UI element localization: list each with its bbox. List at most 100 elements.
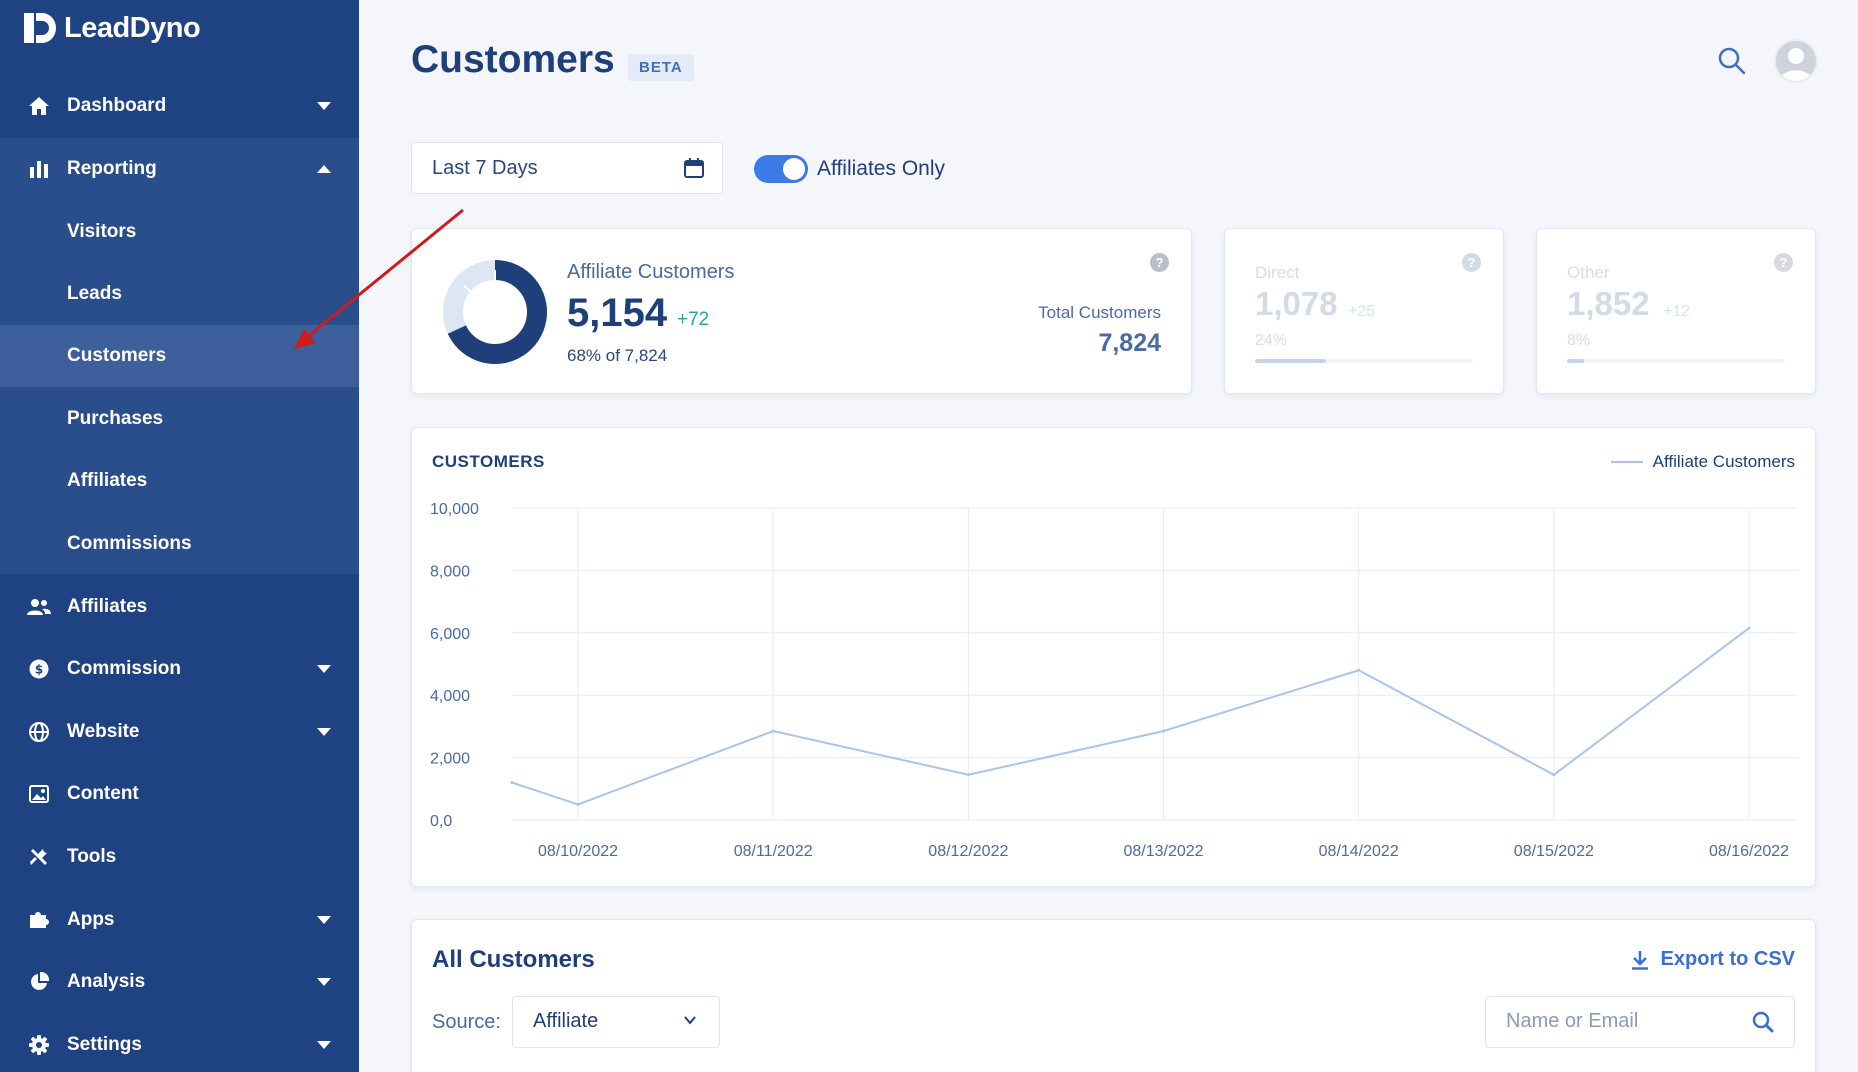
image-icon: [27, 782, 51, 806]
calendar-icon: [684, 158, 704, 178]
direct-progress-track: [1255, 359, 1473, 363]
sidebar-item-apps[interactable]: Apps: [0, 889, 359, 951]
data-point: [1357, 668, 1361, 672]
beta-badge: BETA: [628, 54, 694, 81]
x-tick-label: 08/11/2022: [734, 843, 813, 860]
sidebar-item-customers[interactable]: Customers: [0, 325, 359, 387]
chevron-down-icon: [317, 916, 331, 924]
sidebar-item-commissions[interactable]: Commissions: [67, 533, 192, 554]
other-delta: +12: [1663, 303, 1691, 320]
sidebar-item-website[interactable]: Website: [0, 701, 359, 763]
affiliate-customers-card: Affiliate Customers 5,154 +72 68% of 7,8…: [411, 228, 1192, 394]
sidebar-item-reporting[interactable]: Reporting: [0, 138, 359, 200]
bar-chart-icon: [27, 157, 51, 181]
y-tick-label: 2,000: [430, 751, 470, 768]
data-point: [510, 781, 514, 785]
sidebar-item-commission[interactable]: $ Commission: [0, 638, 359, 700]
home-icon: [27, 94, 51, 118]
sidebar-item-tools[interactable]: Tools: [0, 826, 359, 888]
dollar-icon: $: [27, 657, 51, 681]
sidebar: LeadDyno Dashboard Reporting Visitors Le…: [0, 0, 359, 1072]
x-tick-label: 08/16/2022: [1709, 843, 1789, 860]
avatar[interactable]: [1774, 39, 1818, 83]
legend-label: Affiliate Customers: [1652, 452, 1795, 471]
sidebar-item-analysis[interactable]: Analysis: [0, 951, 359, 1013]
sidebar-item-dashboard[interactable]: Dashboard: [0, 75, 359, 137]
brand-logo[interactable]: LeadDyno: [24, 8, 201, 48]
search-icon: [1752, 1011, 1774, 1033]
direct-progress-fill: [1255, 359, 1326, 363]
leaddyno-logo-icon: [24, 13, 56, 43]
export-csv-button[interactable]: Export to CSV: [1631, 948, 1795, 971]
help-icon[interactable]: ?: [1150, 253, 1169, 272]
affiliate-customers-value: 5,154: [567, 291, 668, 335]
gear-icon: [27, 1033, 51, 1057]
x-tick-label: 08/12/2022: [928, 843, 1008, 860]
legend-swatch: [1610, 461, 1643, 463]
svg-text:$: $: [35, 663, 43, 677]
help-icon[interactable]: ?: [1462, 253, 1481, 272]
chevron-up-icon: [317, 165, 331, 173]
direct-delta: +25: [1348, 303, 1376, 320]
all-customers-card: All Customers Export to CSV Source: Affi…: [411, 919, 1816, 1072]
export-csv-label: Export to CSV: [1660, 948, 1795, 970]
annotation-arrow-icon: [294, 208, 464, 349]
affiliate-share-donut: [443, 260, 547, 364]
search-icon[interactable]: [1718, 47, 1746, 75]
sidebar-item-purchases[interactable]: Purchases: [67, 408, 164, 429]
date-range-picker[interactable]: Last 7 Days: [411, 142, 723, 194]
data-point: [1747, 626, 1751, 630]
reporting-submenu: [0, 200, 359, 574]
sidebar-item-settings[interactable]: Settings: [0, 1014, 359, 1072]
y-tick-label: 10,000: [430, 501, 479, 518]
source-label: Source:: [432, 1011, 501, 1033]
sidebar-item-leads[interactable]: Leads: [67, 283, 122, 304]
download-icon: [1631, 950, 1648, 970]
chevron-down-icon: [317, 102, 331, 110]
affiliates-only-label: Affiliates Only: [817, 157, 945, 180]
direct-label: Direct: [1255, 263, 1300, 282]
all-customers-title: All Customers: [432, 946, 595, 973]
name-email-search-input[interactable]: Name or Email: [1485, 996, 1795, 1048]
other-label: Other: [1567, 263, 1610, 282]
tools-icon: [27, 845, 51, 869]
chevron-down-icon: [317, 1041, 331, 1049]
source-select-value: Affiliate: [533, 1010, 599, 1032]
sidebar-item-visitors[interactable]: Visitors: [67, 221, 137, 242]
pie-chart-icon: [27, 970, 51, 994]
direct-customers-card: Direct 1,078 +25 24% ?: [1224, 228, 1504, 394]
total-customers-label: Total Customers: [1038, 303, 1161, 322]
series-line-affiliate-customers: [511, 627, 1750, 806]
y-tick-label: 8,000: [430, 563, 470, 580]
chart-title: CUSTOMERS: [432, 452, 545, 471]
users-icon: [27, 595, 51, 619]
x-tick-label: 08/10/2022: [538, 843, 618, 860]
chart-legend[interactable]: Affiliate Customers: [1610, 452, 1795, 472]
other-progress-track: [1567, 359, 1785, 363]
source-select[interactable]: Affiliate: [512, 996, 720, 1048]
customers-chart-card: CUSTOMERS Affiliate Customers 0,0 2,000 4,…: [411, 427, 1816, 887]
sidebar-item-reporting-affiliates[interactable]: Affiliates: [67, 470, 148, 491]
y-tick-label: 6,000: [430, 626, 470, 643]
puzzle-icon: [27, 908, 51, 932]
customers-line-chart: 0,0 2,000 4,000 6,000 8,000 10,000 08/10/2022 0…: [430, 501, 1797, 860]
data-point: [771, 729, 775, 733]
user-avatar-icon: [1780, 48, 1812, 81]
sidebar-item-affiliates[interactable]: Affiliates: [0, 576, 359, 638]
help-icon[interactable]: ?: [1774, 253, 1793, 272]
chevron-down-icon: [317, 978, 331, 986]
data-point: [1162, 729, 1166, 733]
data-point: [1552, 773, 1556, 777]
affiliate-customers-delta: +72: [677, 309, 710, 330]
sidebar-item-content[interactable]: Content: [0, 763, 359, 825]
brand-name: LeadDyno: [64, 11, 201, 44]
affiliates-only-toggle[interactable]: [754, 155, 808, 183]
other-percent: 8%: [1567, 332, 1591, 349]
chevron-down-icon: [684, 1016, 696, 1025]
direct-value: 1,078: [1255, 285, 1338, 322]
x-tick-label: 08/14/2022: [1319, 843, 1399, 860]
y-tick-label: 4,000: [430, 688, 470, 705]
direct-percent: 24%: [1255, 332, 1288, 349]
data-point: [966, 773, 970, 777]
other-value: 1,852: [1567, 285, 1650, 322]
